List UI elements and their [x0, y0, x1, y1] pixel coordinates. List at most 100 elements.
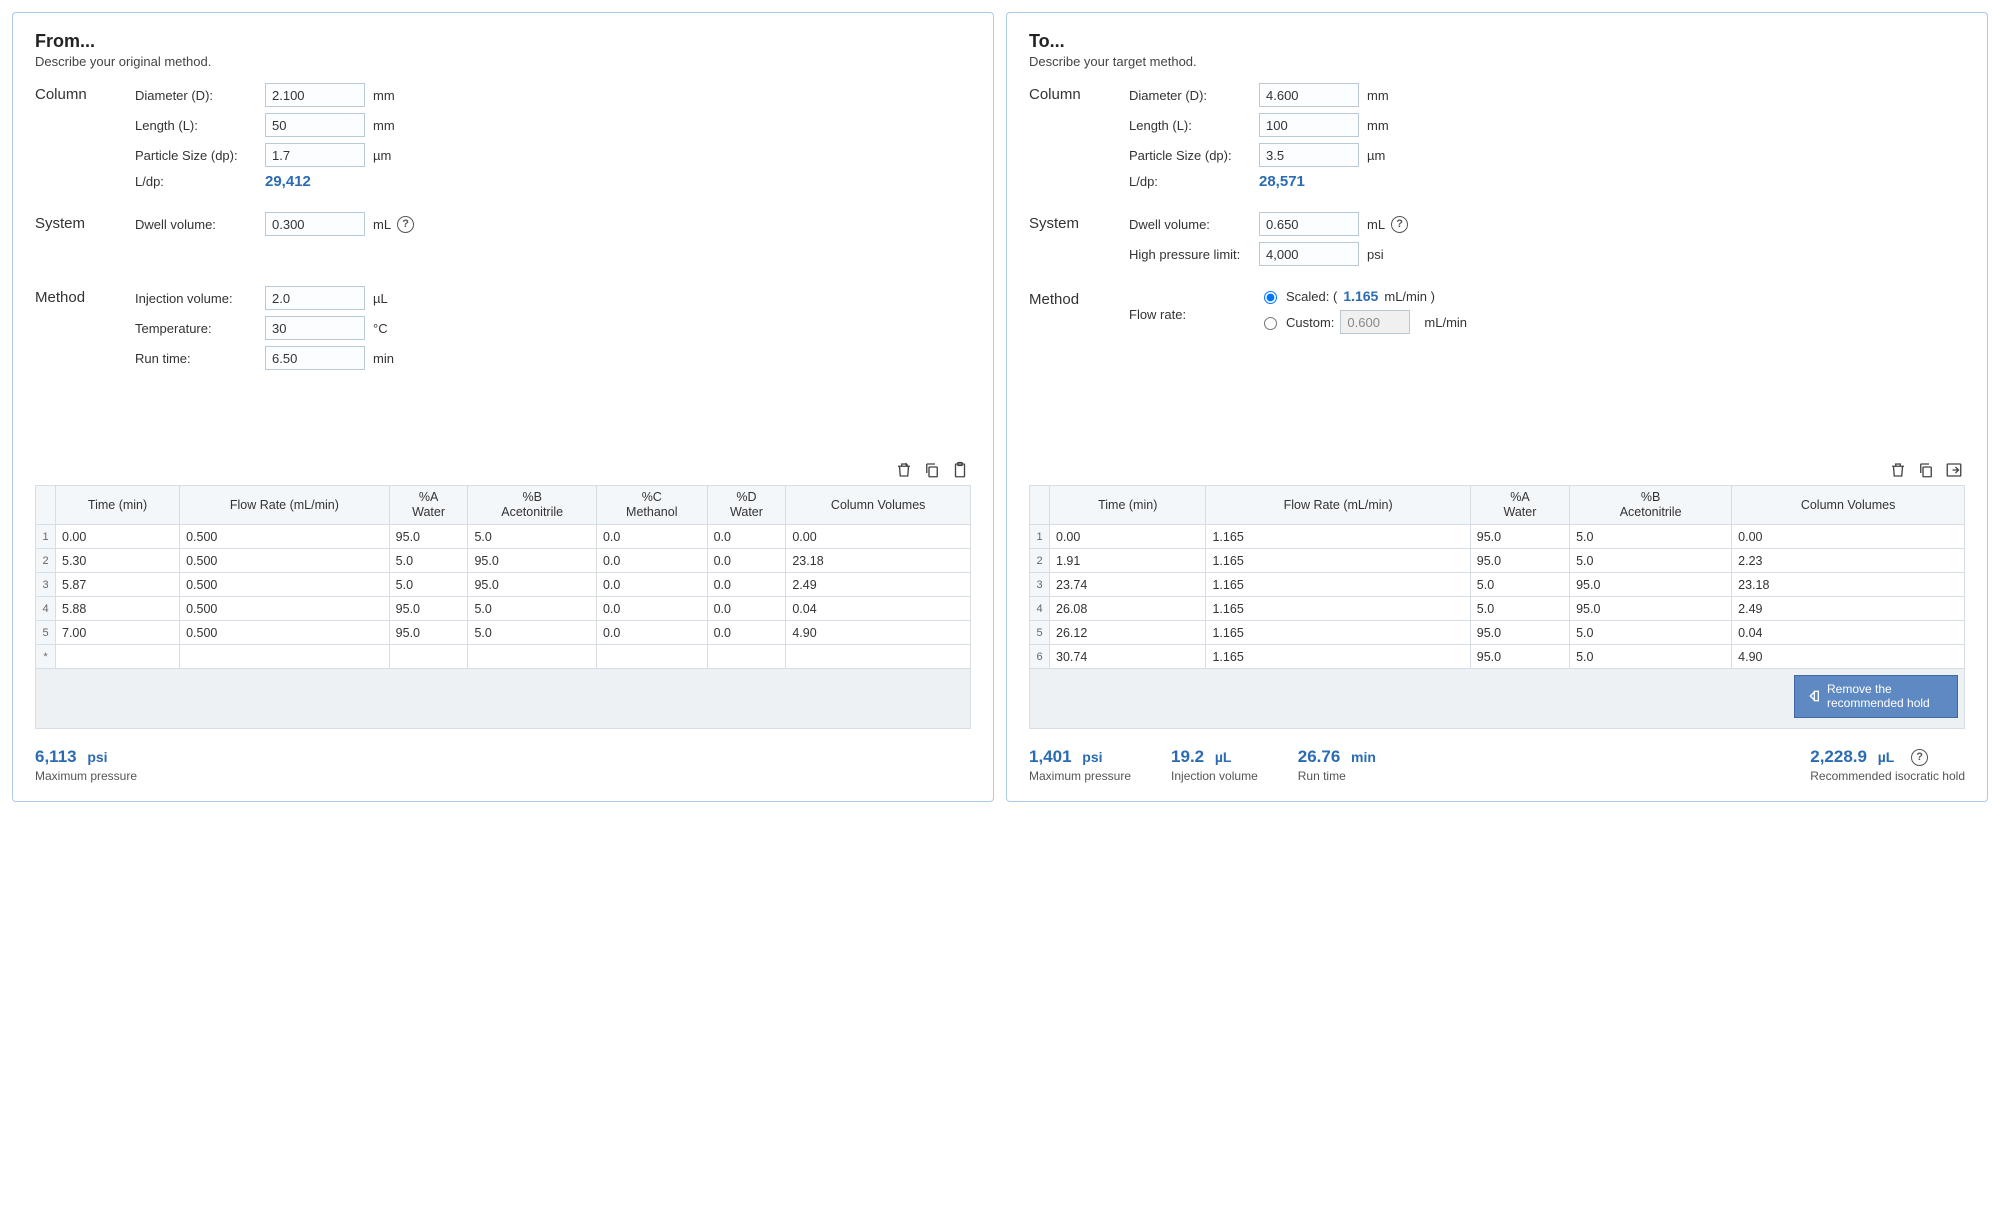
- to-length-input[interactable]: [1259, 113, 1359, 137]
- scaled-radio[interactable]: [1264, 291, 1277, 304]
- diameter-unit: mm: [373, 88, 395, 103]
- copy-icon[interactable]: [921, 459, 943, 481]
- to-particle-label: Particle Size (dp):: [1129, 148, 1259, 163]
- to-maxp-label: Maximum pressure: [1029, 769, 1131, 783]
- to-title: To...: [1029, 31, 1965, 52]
- to-dwell-input[interactable]: [1259, 212, 1359, 236]
- col-flow: Flow Rate (mL/min): [1206, 486, 1470, 525]
- length-input[interactable]: [265, 113, 365, 137]
- help-icon[interactable]: ?: [397, 216, 414, 233]
- to-ldp-value: 28,571: [1259, 173, 1305, 190]
- inj-label: Injection volume:: [135, 291, 265, 306]
- export-icon[interactable]: [1943, 459, 1965, 481]
- particle-unit: µm: [373, 148, 391, 163]
- to-system-heading: System: [1029, 212, 1129, 272]
- custom-input[interactable]: [1340, 310, 1410, 334]
- inj-input[interactable]: [265, 286, 365, 310]
- diameter-label: Diameter (D):: [135, 88, 265, 103]
- ldp-label: L/dp:: [135, 174, 265, 189]
- to-method-heading: Method: [1029, 288, 1129, 346]
- custom-label: Custom:: [1286, 315, 1334, 330]
- hpl-unit: psi: [1367, 247, 1384, 262]
- scaled-value: 1.165: [1343, 288, 1378, 304]
- table-row[interactable]: 323.741.1655.095.023.18: [1030, 573, 1965, 597]
- from-title: From...: [35, 31, 971, 52]
- col-a: %AWater: [1470, 486, 1569, 525]
- col-time: Time (min): [56, 486, 180, 525]
- scaled-prefix: Scaled: (: [1286, 289, 1337, 304]
- flowrate-label: Flow rate:: [1129, 307, 1259, 322]
- runtime-input[interactable]: [265, 346, 365, 370]
- col-a: %AWater: [389, 486, 468, 525]
- help-icon[interactable]: ?: [1911, 749, 1928, 766]
- table-row[interactable]: 45.880.50095.05.00.00.00.04: [36, 597, 971, 621]
- from-grid-padding: [35, 669, 971, 729]
- clear-icon[interactable]: [1887, 459, 1909, 481]
- temp-input[interactable]: [265, 316, 365, 340]
- dwell-label: Dwell volume:: [135, 217, 265, 232]
- to-iso-value: 2,228.9 µL ?: [1810, 747, 1965, 767]
- to-rt-label: Run time: [1298, 769, 1376, 783]
- from-subtitle: Describe your original method.: [35, 54, 971, 69]
- hpl-label: High pressure limit:: [1129, 247, 1259, 262]
- table-row[interactable]: 630.741.16595.05.04.90: [1030, 645, 1965, 669]
- temp-label: Temperature:: [135, 321, 265, 336]
- to-dwell-unit: mL: [1367, 217, 1385, 232]
- to-panel: To... Describe your target method. Colum…: [1006, 12, 1988, 802]
- table-row[interactable]: 57.000.50095.05.00.00.04.90: [36, 621, 971, 645]
- to-rt-value: 26.76 min: [1298, 747, 1376, 767]
- to-iso-label: Recommended isocratic hold: [1810, 769, 1965, 783]
- paste-icon[interactable]: [949, 459, 971, 481]
- help-icon[interactable]: ?: [1391, 216, 1408, 233]
- ldp-value: 29,412: [265, 173, 311, 190]
- to-table-toolbar: [1029, 459, 1965, 481]
- inj-unit: µL: [373, 291, 388, 306]
- dwell-input[interactable]: [265, 212, 365, 236]
- diameter-input[interactable]: [265, 83, 365, 107]
- to-grid-padding: Remove the recommended hold: [1029, 669, 1965, 729]
- clear-icon[interactable]: [893, 459, 915, 481]
- col-d: %DWater: [707, 486, 786, 525]
- table-row[interactable]: 25.300.5005.095.00.00.023.18: [36, 549, 971, 573]
- copy-icon[interactable]: [1915, 459, 1937, 481]
- system-heading: System: [35, 212, 135, 242]
- from-gradient-table[interactable]: Time (min) Flow Rate (mL/min) %AWater %B…: [35, 485, 971, 669]
- runtime-unit: min: [373, 351, 394, 366]
- particle-input[interactable]: [265, 143, 365, 167]
- from-maxp-label: Maximum pressure: [35, 769, 137, 783]
- to-length-unit: mm: [1367, 118, 1389, 133]
- col-b: %BAcetonitrile: [1570, 486, 1732, 525]
- table-row[interactable]: 426.081.1655.095.02.49: [1030, 597, 1965, 621]
- table-row[interactable]: 10.000.50095.05.00.00.00.00: [36, 525, 971, 549]
- table-row[interactable]: 35.870.5005.095.00.00.02.49: [36, 573, 971, 597]
- custom-radio[interactable]: [1264, 317, 1277, 330]
- table-row-blank[interactable]: *: [36, 645, 971, 669]
- col-cv: Column Volumes: [1732, 486, 1965, 525]
- to-gradient-table[interactable]: Time (min) Flow Rate (mL/min) %AWater %B…: [1029, 485, 1965, 669]
- col-time: Time (min): [1050, 486, 1206, 525]
- rownum-header: [36, 486, 56, 525]
- col-c: %CMethanol: [596, 486, 707, 525]
- remove-hold-button[interactable]: Remove the recommended hold: [1794, 675, 1958, 718]
- table-row[interactable]: 21.911.16595.05.02.23: [1030, 549, 1965, 573]
- table-row[interactable]: 10.001.16595.05.00.00: [1030, 525, 1965, 549]
- to-diameter-input[interactable]: [1259, 83, 1359, 107]
- table-row[interactable]: 526.121.16595.05.00.04: [1030, 621, 1965, 645]
- to-particle-unit: µm: [1367, 148, 1385, 163]
- to-column-heading: Column: [1029, 83, 1129, 196]
- from-maxp-value: 6,113 psi: [35, 747, 137, 767]
- from-table-toolbar: [35, 459, 971, 481]
- particle-label: Particle Size (dp):: [135, 148, 265, 163]
- to-inj-label: Injection volume: [1171, 769, 1258, 783]
- col-cv: Column Volumes: [786, 486, 971, 525]
- to-subtitle: Describe your target method.: [1029, 54, 1965, 69]
- method-heading: Method: [35, 286, 135, 376]
- length-label: Length (L):: [135, 118, 265, 133]
- column-heading: Column: [35, 83, 135, 196]
- col-b: %BAcetonitrile: [468, 486, 597, 525]
- from-panel: From... Describe your original method. C…: [12, 12, 994, 802]
- to-particle-input[interactable]: [1259, 143, 1359, 167]
- hpl-input[interactable]: [1259, 242, 1359, 266]
- to-inj-value: 19.2 µL: [1171, 747, 1258, 767]
- scaled-suffix: mL/min ): [1384, 289, 1435, 304]
